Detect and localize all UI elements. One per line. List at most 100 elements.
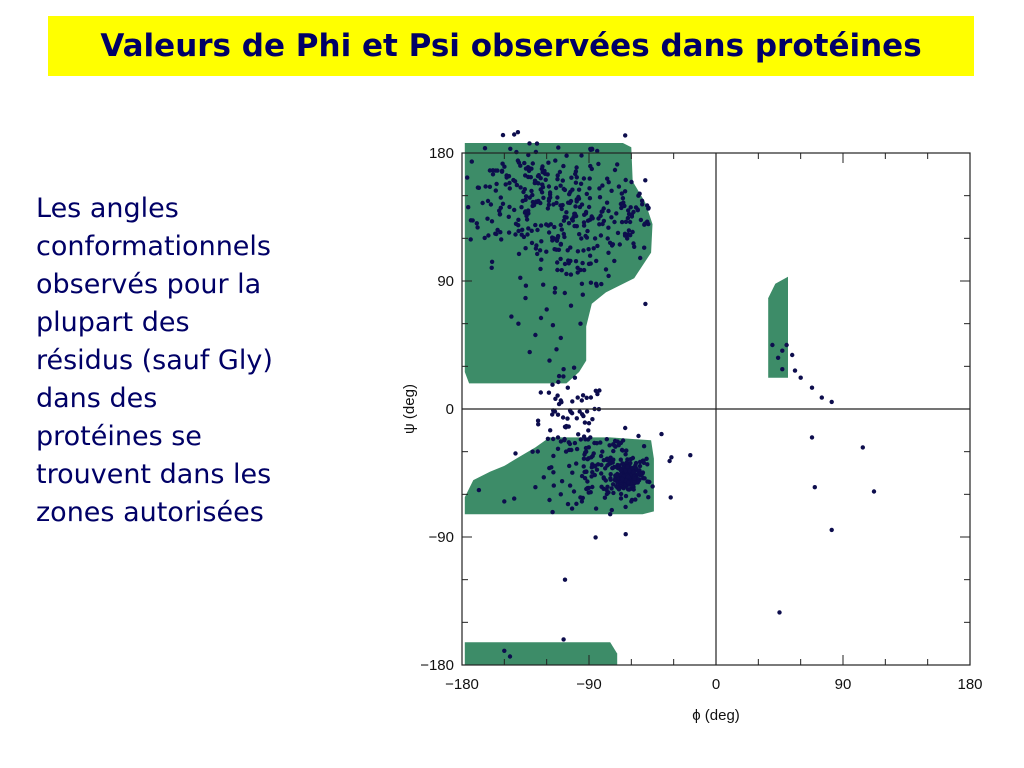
data-point [608, 476, 613, 481]
data-points [465, 130, 877, 659]
data-point [570, 187, 575, 192]
data-point [530, 199, 536, 205]
data-point [625, 464, 630, 469]
data-point [548, 222, 553, 227]
data-point [623, 504, 628, 510]
data-point [546, 184, 552, 189]
data-point [614, 484, 619, 489]
data-point [503, 182, 508, 187]
data-point [598, 453, 604, 459]
data-point [554, 238, 560, 243]
data-point [500, 132, 506, 138]
data-point [618, 467, 623, 473]
data-point [555, 267, 560, 273]
data-point [574, 165, 579, 170]
data-point [623, 219, 629, 224]
data-point [555, 446, 561, 451]
data-point [545, 436, 551, 441]
data-point [593, 535, 598, 540]
data-point [631, 487, 636, 492]
data-point [599, 471, 604, 476]
data-point [575, 270, 580, 275]
data-point [564, 423, 569, 429]
data-point [552, 224, 557, 230]
data-point [588, 490, 593, 495]
data-point [559, 206, 564, 212]
data-point [560, 178, 565, 183]
data-point [512, 207, 517, 213]
data-point [539, 239, 544, 244]
data-point [574, 199, 579, 204]
data-point [575, 395, 580, 400]
data-point [485, 198, 491, 204]
data-point [513, 232, 518, 237]
data-point [559, 227, 564, 232]
data-point [551, 436, 556, 442]
data-point [532, 178, 538, 183]
data-point [538, 315, 544, 321]
data-point [494, 181, 499, 187]
data-point [555, 173, 560, 178]
data-point [558, 256, 563, 262]
data-point [602, 495, 608, 500]
data-point [770, 342, 775, 348]
data-point [558, 183, 563, 188]
data-point [612, 477, 618, 483]
data-point [586, 261, 592, 267]
data-point [573, 204, 578, 209]
data-point [565, 385, 570, 390]
data-point [536, 173, 541, 178]
data-point [558, 335, 563, 341]
data-point [605, 236, 610, 241]
data-point [590, 470, 595, 475]
data-point [622, 233, 628, 238]
data-point [561, 231, 566, 237]
data-point [829, 527, 834, 533]
data-point [526, 168, 532, 173]
data-point [476, 487, 482, 493]
data-point [567, 192, 572, 197]
data-point [775, 355, 781, 360]
data-point [638, 217, 644, 223]
data-point [623, 452, 628, 457]
data-point [636, 493, 641, 498]
data-point [553, 158, 558, 163]
data-point [516, 228, 521, 234]
data-point [618, 457, 623, 462]
data-point [623, 532, 628, 537]
data-point [546, 202, 552, 207]
data-point [535, 449, 540, 454]
data-point [552, 290, 557, 295]
data-point [623, 177, 628, 183]
data-point [580, 260, 585, 266]
data-point [535, 418, 541, 423]
data-point [668, 495, 673, 500]
data-point [520, 198, 525, 204]
data-point [599, 209, 604, 214]
data-point [578, 321, 583, 326]
data-point [599, 281, 604, 287]
data-point [608, 472, 613, 477]
data-point [551, 470, 556, 475]
data-point [642, 221, 648, 226]
data-point [628, 205, 633, 210]
data-point [595, 462, 601, 467]
data-point [596, 161, 601, 167]
data-point [502, 648, 507, 653]
data-point [614, 211, 619, 216]
data-point [543, 177, 548, 182]
data-point [550, 412, 555, 417]
data-point [809, 385, 815, 390]
data-point [632, 480, 637, 485]
data-point [546, 198, 552, 204]
data-point [606, 208, 611, 214]
data-point [568, 245, 573, 250]
data-point [547, 190, 553, 195]
data-point [627, 219, 633, 225]
data-point [558, 398, 563, 403]
data-point [527, 141, 532, 146]
data-point [562, 436, 567, 442]
data-point [562, 261, 568, 267]
data-point [659, 431, 664, 437]
data-point [594, 258, 599, 264]
